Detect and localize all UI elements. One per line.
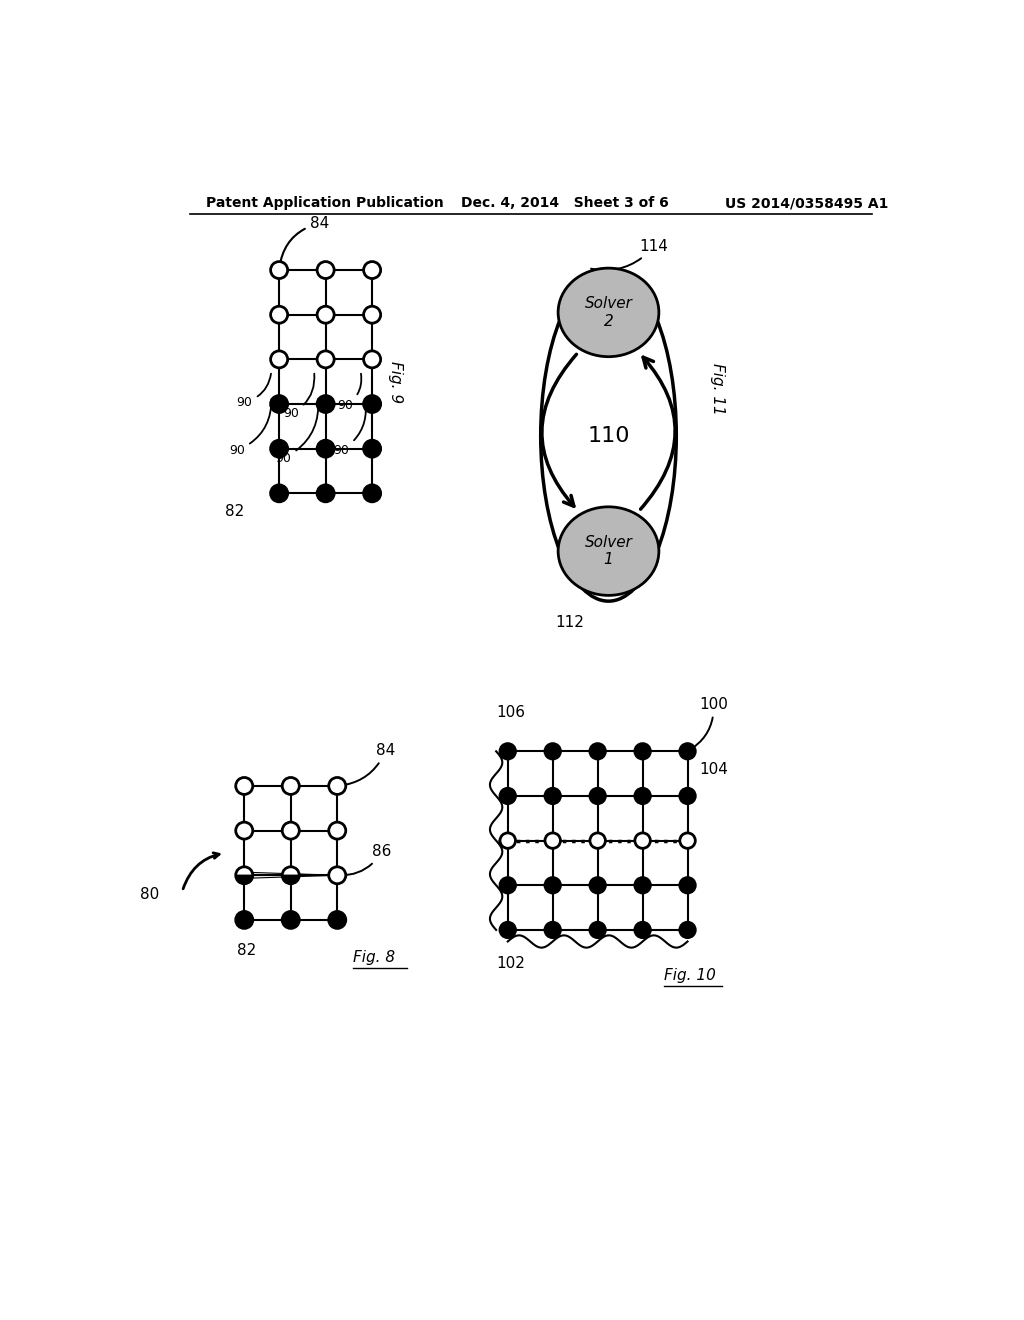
Text: 102: 102 — [496, 957, 525, 972]
Text: Solver
1: Solver 1 — [585, 535, 633, 568]
Text: 90: 90 — [237, 374, 271, 409]
Circle shape — [364, 306, 381, 323]
Circle shape — [270, 484, 288, 502]
Text: 90: 90 — [275, 399, 318, 465]
Circle shape — [364, 396, 381, 413]
Text: 84: 84 — [340, 743, 395, 785]
Circle shape — [590, 878, 605, 892]
Circle shape — [500, 788, 515, 804]
Circle shape — [500, 833, 515, 849]
Circle shape — [270, 441, 288, 457]
Circle shape — [545, 788, 560, 804]
Ellipse shape — [558, 268, 658, 356]
Circle shape — [236, 777, 253, 795]
Circle shape — [680, 788, 695, 804]
Circle shape — [364, 351, 381, 368]
Circle shape — [283, 777, 299, 795]
Circle shape — [317, 261, 334, 279]
Text: 86: 86 — [340, 843, 391, 875]
Circle shape — [590, 788, 605, 804]
Circle shape — [283, 822, 299, 840]
Text: Fig. 11: Fig. 11 — [710, 363, 725, 416]
Circle shape — [590, 923, 605, 937]
Circle shape — [500, 743, 515, 759]
Text: 112: 112 — [555, 615, 584, 631]
Text: 110: 110 — [587, 425, 630, 446]
Circle shape — [635, 878, 650, 892]
Circle shape — [270, 351, 288, 368]
Circle shape — [500, 923, 515, 937]
Text: 84: 84 — [280, 215, 330, 267]
Text: 104: 104 — [699, 763, 728, 777]
Circle shape — [317, 441, 334, 457]
Circle shape — [329, 911, 346, 928]
Text: Fig. 9: Fig. 9 — [388, 360, 402, 403]
Circle shape — [680, 833, 695, 849]
Circle shape — [329, 867, 346, 884]
Circle shape — [236, 911, 253, 928]
Circle shape — [680, 923, 695, 937]
Circle shape — [545, 923, 560, 937]
Text: Dec. 4, 2014   Sheet 3 of 6: Dec. 4, 2014 Sheet 3 of 6 — [461, 197, 669, 210]
Circle shape — [635, 923, 650, 937]
Circle shape — [329, 777, 346, 795]
Circle shape — [317, 396, 334, 413]
Text: 106: 106 — [496, 705, 525, 719]
Text: 82: 82 — [225, 504, 245, 520]
Text: 90: 90 — [283, 374, 314, 420]
Circle shape — [317, 306, 334, 323]
Text: 114: 114 — [591, 239, 669, 271]
Text: Fig. 8: Fig. 8 — [352, 950, 395, 965]
Text: 90: 90 — [228, 399, 271, 457]
Circle shape — [590, 743, 605, 759]
Text: 80: 80 — [139, 887, 159, 902]
Text: 90: 90 — [334, 399, 366, 457]
Circle shape — [270, 396, 288, 413]
Ellipse shape — [541, 271, 676, 601]
Circle shape — [364, 441, 381, 457]
Circle shape — [545, 878, 560, 892]
Ellipse shape — [558, 507, 658, 595]
Circle shape — [283, 911, 299, 928]
Circle shape — [500, 878, 515, 892]
Circle shape — [236, 867, 253, 884]
Circle shape — [270, 306, 288, 323]
Circle shape — [317, 484, 334, 502]
Circle shape — [329, 822, 346, 840]
Circle shape — [680, 743, 695, 759]
Circle shape — [545, 833, 560, 849]
Circle shape — [590, 833, 605, 849]
Text: US 2014/0358495 A1: US 2014/0358495 A1 — [725, 197, 888, 210]
Polygon shape — [236, 875, 253, 883]
Circle shape — [635, 788, 650, 804]
Text: Patent Application Publication: Patent Application Publication — [206, 197, 443, 210]
Circle shape — [680, 878, 695, 892]
Circle shape — [364, 261, 381, 279]
Circle shape — [270, 261, 288, 279]
Circle shape — [317, 351, 334, 368]
Circle shape — [545, 743, 560, 759]
Circle shape — [635, 743, 650, 759]
Text: Solver
2: Solver 2 — [585, 296, 633, 329]
Text: Fig. 10: Fig. 10 — [665, 968, 716, 983]
Circle shape — [364, 484, 381, 502]
Text: 82: 82 — [237, 942, 256, 957]
Circle shape — [283, 867, 299, 884]
Text: 90: 90 — [337, 374, 361, 412]
Polygon shape — [283, 875, 299, 883]
Circle shape — [236, 822, 253, 840]
Circle shape — [635, 833, 650, 849]
Text: 100: 100 — [690, 697, 728, 750]
